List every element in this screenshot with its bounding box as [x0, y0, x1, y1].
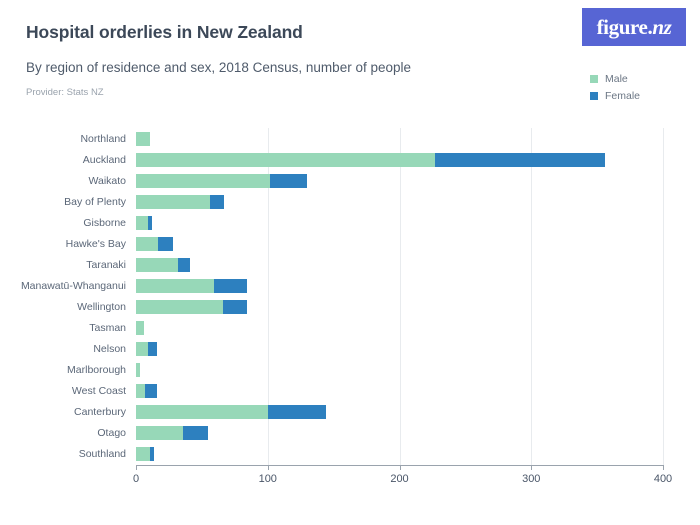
- bar-segment-female[interactable]: [147, 215, 152, 230]
- logo-text: figure.nz: [596, 14, 672, 39]
- gridline: [267, 128, 269, 465]
- y-axis-category-label: Nelson: [93, 343, 126, 356]
- bar-segment-male[interactable]: [136, 152, 436, 167]
- bar-segment-female[interactable]: [150, 447, 155, 462]
- provider-label: Provider: Stats NZ: [26, 87, 104, 98]
- y-axis-category-label: Canterbury: [74, 406, 126, 419]
- y-axis-category-label: Taranaki: [86, 258, 126, 271]
- page-title: Hospital orderlies in New Zealand: [26, 22, 303, 42]
- legend-item-label: Female: [605, 89, 641, 102]
- bar-row[interactable]: Hawke's Bay: [66, 236, 663, 251]
- y-axis-category-label: Bay of Plenty: [64, 195, 126, 208]
- x-axis-line: [136, 465, 663, 466]
- bar-row[interactable]: Marlborough: [67, 363, 663, 378]
- bar-segment-female[interactable]: [178, 257, 190, 272]
- y-axis-category-label: Hawke's Bay: [65, 237, 126, 250]
- x-axis-tick: [663, 465, 664, 470]
- bar-segment-female[interactable]: [183, 426, 209, 441]
- bar-row[interactable]: Gisborne: [83, 215, 663, 230]
- y-axis-category-label: Otago: [97, 427, 126, 440]
- bar-row[interactable]: West Coast: [72, 384, 663, 399]
- bar-row[interactable]: Otago: [97, 426, 663, 441]
- legend-item-male[interactable]: Male: [590, 70, 662, 87]
- y-axis-category-label: Waikato: [88, 174, 126, 187]
- y-axis-category-label: Gisborne: [83, 216, 126, 229]
- logo-text-main: figure.: [596, 14, 653, 39]
- bar-row[interactable]: Manawatū-Whanganui: [21, 278, 663, 293]
- plot-area: 0 100 200 300 400 Northland Auckland Waikato Bay…: [21, 128, 672, 485]
- bar-segment-male[interactable]: [136, 321, 144, 336]
- bar-segment-male[interactable]: [136, 300, 223, 315]
- bar-row[interactable]: Wellington: [77, 300, 663, 315]
- bar-row[interactable]: Tasman: [89, 321, 663, 336]
- figurenz-logo[interactable]: figure.nz: [582, 8, 686, 46]
- gridline: [663, 128, 664, 465]
- bar-segment-female[interactable]: [158, 236, 173, 251]
- gridline: [531, 128, 533, 465]
- y-axis-category-label: Auckland: [82, 153, 126, 166]
- x-axis-tick: [267, 465, 269, 470]
- bar-row[interactable]: Canterbury: [74, 405, 663, 420]
- bar-segment-male[interactable]: [136, 384, 146, 399]
- x-axis-tick: [136, 465, 137, 470]
- bar-segment-male[interactable]: [136, 278, 214, 293]
- bar-segment-male[interactable]: [136, 447, 151, 462]
- legend-swatch-icon: [590, 74, 598, 83]
- bar-row[interactable]: Taranaki: [86, 257, 663, 272]
- x-axis-tick: [399, 465, 401, 470]
- legend-item-female[interactable]: Female: [590, 87, 662, 104]
- y-axis-category-label: Southland: [78, 448, 126, 461]
- y-axis-category-label: Marlborough: [67, 364, 126, 377]
- bar-row[interactable]: Nelson: [93, 342, 663, 357]
- x-axis-tick-label: 200: [390, 473, 409, 485]
- bar-row[interactable]: Southland: [79, 447, 663, 462]
- bar-segment-male[interactable]: [136, 194, 210, 209]
- bar-segment-female[interactable]: [213, 278, 247, 293]
- legend-item-label: Male: [605, 72, 628, 85]
- bar-row[interactable]: Bay of Plenty: [64, 194, 663, 209]
- bar-segment-female[interactable]: [270, 173, 308, 188]
- bar-segment-male[interactable]: [136, 257, 179, 272]
- bar-segment-female[interactable]: [222, 300, 247, 315]
- bar-segment-female[interactable]: [147, 342, 158, 357]
- bar-segment-male[interactable]: [136, 342, 148, 357]
- logo-text-italic: nz: [652, 14, 672, 39]
- bar-segment-female[interactable]: [209, 194, 225, 209]
- bar-segment-male[interactable]: [136, 236, 159, 251]
- y-axis-category-label: Wellington: [77, 301, 126, 314]
- chart-legend: Male Female: [590, 70, 662, 104]
- bar-segment-female[interactable]: [145, 384, 158, 399]
- legend-swatch-icon: [590, 91, 598, 100]
- bar-row[interactable]: Waikato: [88, 173, 663, 188]
- x-axis-tick-label: 400: [653, 473, 673, 485]
- x-axis-tick-label: 100: [258, 473, 277, 485]
- x-axis-tick: [531, 465, 533, 470]
- gridline: [399, 128, 401, 465]
- bar-segment-male[interactable]: [136, 363, 140, 378]
- y-axis-category-label: Northland: [80, 132, 126, 145]
- bar-segment-male[interactable]: [136, 131, 151, 146]
- bar-segment-female[interactable]: [267, 405, 326, 420]
- page-subtitle: By region of residence and sex, 2018 Cen…: [26, 60, 411, 75]
- bar-segment-male[interactable]: [136, 215, 148, 230]
- bar-segment-male[interactable]: [136, 405, 268, 420]
- bar-row[interactable]: Northland: [80, 131, 663, 146]
- x-axis-tick-label: 300: [522, 473, 541, 485]
- x-axis-tick-label: 0: [132, 473, 140, 485]
- y-axis-category-label: West Coast: [71, 385, 126, 398]
- y-axis-category-label: Tasman: [89, 322, 126, 335]
- bar-segment-female[interactable]: [435, 152, 606, 167]
- bar-row[interactable]: Auckland: [83, 152, 663, 167]
- bar-segment-male[interactable]: [136, 173, 271, 188]
- bar-segment-male[interactable]: [136, 426, 184, 441]
- y-axis-category-label: Manawatū-Whanganui: [20, 279, 126, 292]
